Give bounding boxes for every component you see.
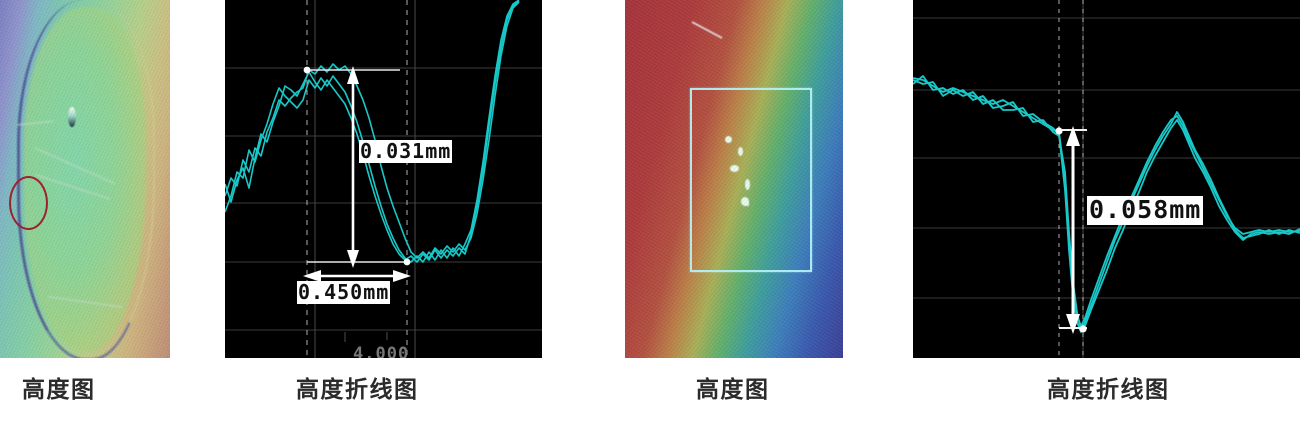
chart-trace-group [913, 75, 1300, 333]
caption-height-map-1: 高度图 [22, 376, 96, 402]
caption-height-profile-2: 高度折线图 [1047, 376, 1170, 402]
height-map-defect-spot [68, 107, 76, 128]
height-profile-chart-1[interactable] [225, 0, 542, 358]
height-map-defect-spot [744, 179, 750, 190]
dimension-arrowhead-down [347, 250, 359, 268]
cursor-marker-upper[interactable] [1055, 127, 1063, 135]
dimension-arrowhead-down [1066, 314, 1080, 334]
chart-trace-line [225, 0, 520, 263]
chart-trace-line [913, 79, 1300, 331]
chart-cursor-lines[interactable] [1058, 0, 1084, 358]
height-map-panel-2[interactable] [625, 0, 843, 358]
horizontal-dimension-label: 0.450mm [297, 280, 391, 304]
height-map-texture [625, 0, 843, 358]
axis-ticks [344, 332, 388, 342]
height-map-roi-ellipse[interactable] [9, 176, 48, 230]
caption-height-map-2: 高度图 [696, 376, 770, 402]
height-map-colour-field [625, 0, 843, 358]
cursor-marker-upper[interactable] [303, 66, 311, 74]
dimension-arrowhead-left [303, 270, 321, 282]
vertical-dimension-label: 0.031mm [359, 139, 453, 163]
height-map-defect-spot [725, 136, 733, 144]
chart-gridlines-horizontal [913, 17, 1300, 299]
height-profile-panel-2[interactable]: 0.058mm [913, 0, 1300, 358]
height-map-defect-spot [740, 196, 749, 206]
vertical-dimension-group [307, 66, 407, 268]
caption-height-profile-1: 高度折线图 [296, 376, 419, 402]
height-profile-panel-1[interactable]: 0.031mm 0.450mm 4.000 [225, 0, 542, 358]
dimension-arrowhead-up [347, 66, 359, 84]
chart-background [225, 0, 542, 358]
chart-trace-line [225, 0, 520, 263]
cursor-marker-lower[interactable] [1079, 325, 1087, 333]
height-map-defect-spot [729, 164, 739, 172]
dimension-arrowhead-up [1066, 126, 1080, 146]
vertical-dimension-group [1059, 126, 1087, 334]
height-profile-chart-2[interactable] [913, 0, 1300, 358]
chart-background [913, 0, 1300, 358]
chart-trace-group [225, 0, 520, 263]
cursor-marker-lower[interactable] [403, 258, 411, 266]
axis-tick-label-partial: 4.000 [353, 344, 410, 358]
height-map-panel-1[interactable] [0, 0, 170, 358]
height-map-defect-spot [738, 146, 744, 156]
vertical-dimension-label: 0.058mm [1087, 195, 1204, 225]
chart-trace-line [913, 75, 1300, 333]
horizontal-dimension-group [303, 270, 411, 282]
dimension-arrowhead-right [393, 270, 411, 282]
height-map-roi-rectangle[interactable] [690, 88, 812, 272]
